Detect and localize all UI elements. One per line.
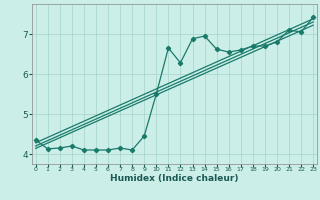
X-axis label: Humidex (Indice chaleur): Humidex (Indice chaleur) <box>110 174 239 183</box>
